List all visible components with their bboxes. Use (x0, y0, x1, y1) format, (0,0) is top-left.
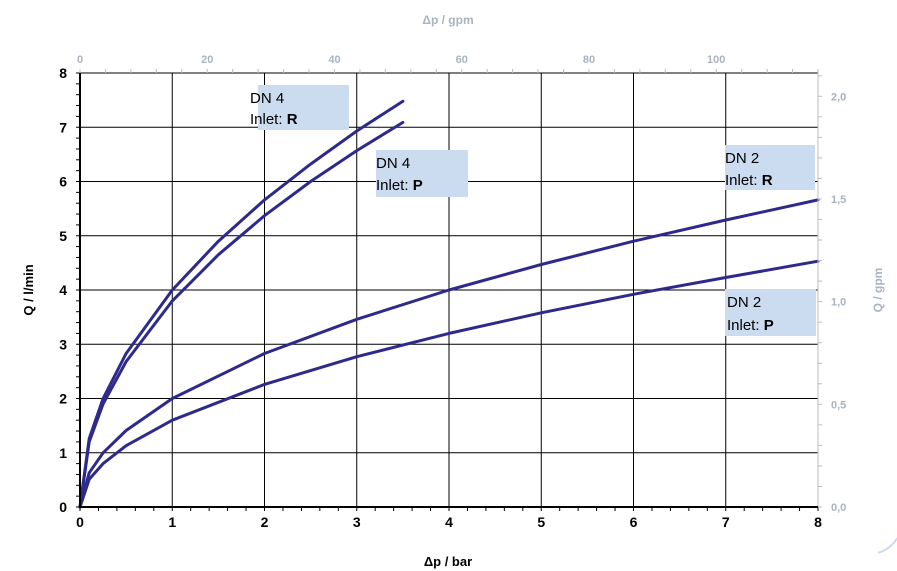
annotation-label-line1: DN 2 (725, 150, 759, 167)
annotation-label-line2: Inlet: R (250, 111, 298, 128)
x-tick-label: 3 (353, 514, 361, 530)
annotation-label-line2: Inlet: P (727, 317, 774, 334)
annotation-label-line1: DN 4 (376, 155, 410, 172)
annotation-label-line1: DN 2 (727, 294, 761, 311)
y-tick-label: 0 (59, 499, 67, 515)
plot-frame (76, 69, 822, 511)
series-line-dn4-p (78, 120, 405, 509)
y-tick-label: 4 (59, 282, 67, 298)
annotation-inlet-prefix: Inlet: (250, 111, 287, 128)
corner-swoosh (877, 537, 897, 554)
annotation-inlet-port: P (764, 317, 774, 334)
x-axis-title: Δp / bar (424, 554, 472, 569)
y2-tick-label: 2,0 (831, 91, 846, 103)
y-tick-label: 5 (59, 228, 67, 244)
x-tick-label: 8 (814, 514, 822, 530)
y-tick-label: 8 (59, 65, 67, 81)
annotation-inlet-port: R (287, 111, 298, 128)
x2-axis-title: Δp / gpm (422, 13, 473, 27)
y2-tick-label: 1,0 (831, 297, 846, 309)
annotation-inlet-prefix: Inlet: (725, 172, 762, 189)
y-tick-label: 2 (59, 391, 67, 407)
x2-tick-label: 20 (201, 54, 213, 66)
x-tick-label: 0 (76, 514, 84, 530)
x2-tick-label: 40 (328, 54, 340, 66)
annotation-label-line2: Inlet: R (725, 172, 773, 189)
series-line-dn2-r (78, 198, 820, 509)
y-tick-label: 1 (59, 445, 67, 461)
x-tick-label: 7 (722, 514, 730, 530)
x-tick-label: 5 (537, 514, 545, 530)
annotation-inlet-prefix: Inlet: (727, 317, 764, 334)
annotation-box (725, 145, 815, 190)
y2-tick-label: 0,5 (831, 399, 846, 411)
x-tick-label: 1 (168, 514, 176, 530)
series-lines (78, 99, 820, 509)
y-tick-label: 6 (59, 174, 67, 190)
annotation-box (376, 150, 468, 197)
y2-tick-label: 1,5 (831, 194, 846, 206)
x2-tick-label: 0 (77, 54, 83, 66)
annotation-inlet-port: R (762, 172, 773, 189)
x-tick-label: 2 (261, 514, 269, 530)
y-tick-label: 7 (59, 119, 67, 135)
annotation-box (258, 85, 349, 130)
y-axis-title: Q / l/min (21, 264, 36, 315)
series-line-dn2-p (78, 259, 820, 509)
annotation-inlet-port: P (413, 177, 423, 194)
x2-tick-label: 60 (456, 54, 468, 66)
series-line-dn4-r (78, 99, 405, 509)
y2-tick-label: 0,0 (831, 502, 846, 514)
x2-tick-label: 100 (707, 54, 725, 66)
x-tick-label: 6 (630, 514, 638, 530)
x-tick-label: 4 (445, 514, 453, 530)
annotation-label-line2: Inlet: P (376, 177, 423, 194)
annotation-label-line1: DN 4 (250, 90, 284, 107)
y-tick-label: 3 (59, 336, 67, 352)
y2-axis-title: Q / gpm (871, 268, 885, 313)
annotation-inlet-prefix: Inlet: (376, 177, 413, 194)
annotation-box (725, 289, 816, 336)
x2-tick-label: 80 (583, 54, 595, 66)
